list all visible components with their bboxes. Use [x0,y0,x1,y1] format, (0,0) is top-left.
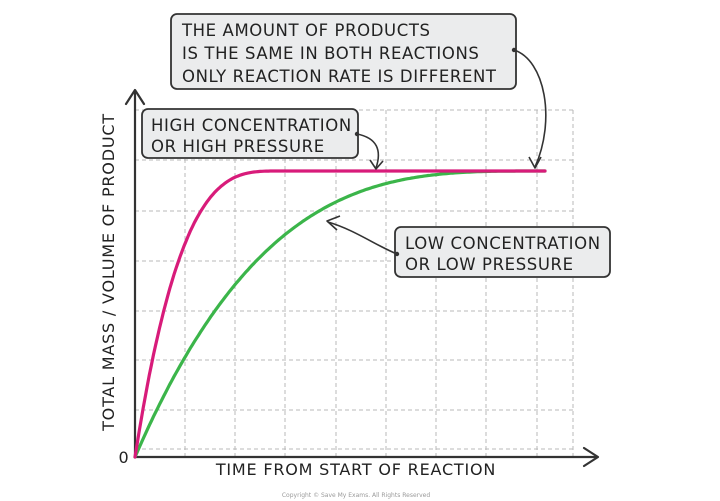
annotation-arrow [513,49,547,168]
axes [124,88,600,468]
annotation-line: ONLY REACTION RATE IS DIFFERENT [182,67,497,86]
annotation-arrowhead [369,159,384,170]
annotation-arrowhead [528,156,542,169]
y-axis-label: TOTAL MASS / VOLUME OF PRODUCT [99,113,118,432]
annotation-low: LOW CONCENTRATION OR LOW PRESSURE [326,215,611,278]
series-line-high [133,169,547,459]
series-line-low [133,169,547,459]
annotation-arrow [327,221,398,255]
annotation-line: THE AMOUNT OF PRODUCTS [181,21,431,40]
annotation-line: LOW CONCENTRATION [405,234,601,253]
annotation-line: OR LOW PRESSURE [405,255,574,274]
annotation-box [394,226,611,278]
annotation-line: HIGH CONCENTRATION [151,116,352,135]
x-axis-label: TIME FROM START OF REACTION [215,460,496,479]
annotation-line: OR HIGH PRESSURE [151,137,325,156]
annotation-line: IS THE SAME IN BOTH REACTIONS [182,44,479,63]
grid [135,109,574,457]
annotation-arrowhead [326,215,341,231]
annotation-arrow [356,133,380,169]
origin-label: 0 [119,448,130,467]
x-axis-arrow [582,446,600,468]
annotation-high: HIGH CONCENTRATION OR HIGH PRESSURE [141,108,384,170]
y-axis-arrow [124,88,146,106]
copyright-text: Copyright © Save My Exams. All Rights Re… [282,492,431,499]
annotation-same-amount: THE AMOUNT OF PRODUCTS IS THE SAME IN BO… [170,13,547,169]
